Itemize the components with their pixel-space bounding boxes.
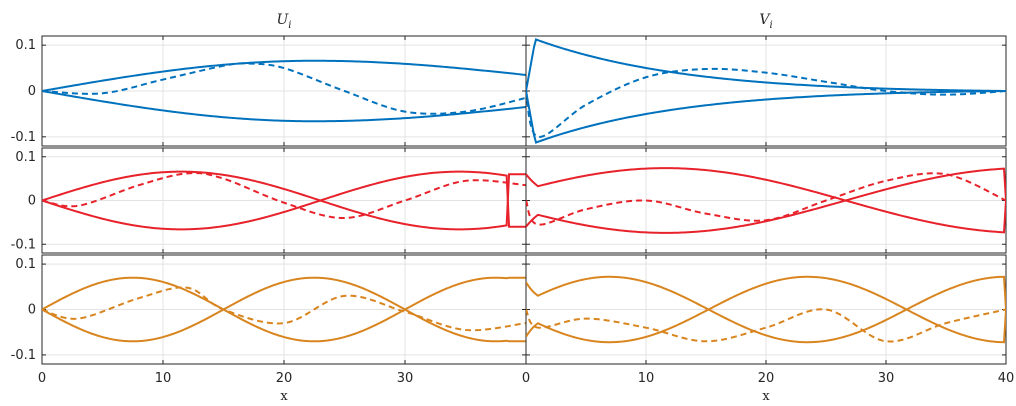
y-tick-label: 0	[28, 303, 36, 318]
envelope-upper-line	[42, 59, 526, 92]
subplot-row2-U	[41, 147, 527, 254]
y-tick-label: 0	[28, 84, 36, 99]
x-tick-label: 20	[758, 371, 775, 386]
y-tick-label: 0.1	[15, 257, 36, 272]
x-tick-label: 0	[522, 371, 530, 386]
y-tick-label: 0	[28, 194, 36, 209]
envelope-lower-line	[526, 167, 1006, 234]
wave-dashed-line	[526, 67, 1006, 138]
wave-dashed-line	[526, 172, 1006, 226]
column-title-v: Vi	[759, 12, 772, 31]
column-title-u-subscript: i	[288, 20, 291, 31]
column-title-v-subscript: i	[769, 20, 772, 31]
x-axis-label-left: x	[280, 389, 288, 404]
x-tick-label: 30	[878, 371, 895, 386]
y-tick-label: -0.1	[11, 348, 36, 363]
wave-dashed-line	[42, 172, 526, 220]
y-tick-label: 0.1	[15, 38, 36, 53]
column-title-u: Ui	[276, 12, 291, 31]
envelope-upper-line	[526, 275, 1006, 344]
envelope-upper-line	[42, 276, 526, 343]
x-tick-label: 40	[998, 371, 1015, 386]
x-tick-label: 30	[397, 371, 414, 386]
y-tick-label: -0.1	[11, 237, 36, 252]
envelope-lower-line	[526, 90, 1006, 144]
envelope-upper-line	[42, 170, 526, 231]
x-tick-label: 0	[38, 371, 46, 386]
envelope-upper-line	[526, 167, 1006, 234]
y-tick-label: 0.1	[15, 150, 36, 165]
x-tick-label: 10	[638, 371, 655, 386]
envelope-lower-line	[42, 276, 526, 343]
subplot-row1-V	[525, 35, 1007, 147]
envelope-lower-line	[526, 275, 1006, 344]
envelope-upper-line	[526, 38, 1006, 92]
subplot-row3-V	[525, 254, 1007, 365]
subplot-row2-V	[525, 147, 1007, 254]
envelope-lower-line	[42, 170, 526, 231]
subplot-row3-U	[41, 254, 527, 365]
envelope-lower-line	[42, 90, 526, 123]
wave-dashed-line	[42, 62, 526, 115]
y-tick-label: -0.1	[11, 130, 36, 145]
wave-dashed-line	[42, 286, 526, 332]
x-axis-label-right: x	[762, 389, 770, 404]
wave-dashed-line	[526, 308, 1006, 343]
x-tick-label: 10	[155, 371, 172, 386]
x-tick-label: 20	[276, 371, 293, 386]
subplot-row1-U	[41, 35, 527, 147]
